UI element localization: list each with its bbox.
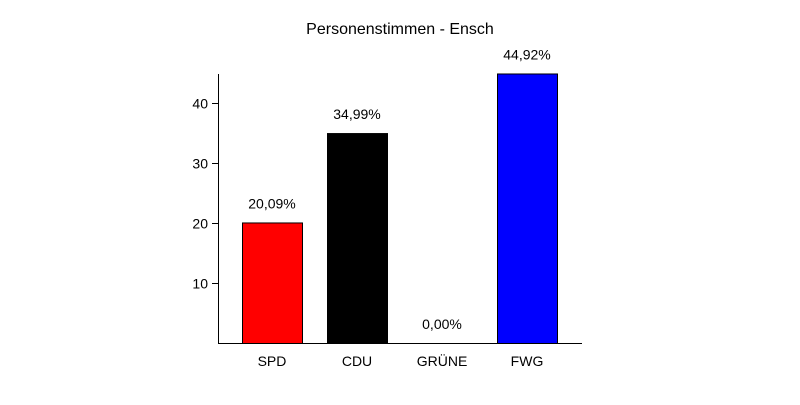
- y-ticks: 10 20 30 40: [192, 96, 218, 292]
- data-label: 34,99%: [333, 106, 380, 122]
- y-tick-label: 10: [192, 276, 208, 292]
- y-tick-label: 30: [192, 156, 208, 172]
- bar-fwg: [497, 73, 558, 344]
- bars-group: 20,09% 34,99% 0,00% 44,92%: [242, 46, 558, 345]
- bar-cdu: [327, 133, 388, 344]
- y-tick-label: 40: [192, 96, 208, 112]
- chart-title: Personenstimmen - Ensch: [306, 21, 494, 38]
- x-category-label: CDU: [342, 353, 372, 369]
- x-category-label: SPD: [258, 353, 287, 369]
- x-category-label: FWG: [511, 353, 544, 369]
- data-label: 20,09%: [248, 195, 295, 211]
- data-label: 0,00%: [422, 316, 462, 332]
- data-label: 44,92%: [503, 46, 550, 62]
- x-labels: SPD CDU GRÜNE FWG: [258, 352, 544, 369]
- bar-spd: [242, 222, 303, 345]
- x-category-label: GRÜNE: [417, 352, 468, 369]
- y-tick-label: 20: [192, 216, 208, 232]
